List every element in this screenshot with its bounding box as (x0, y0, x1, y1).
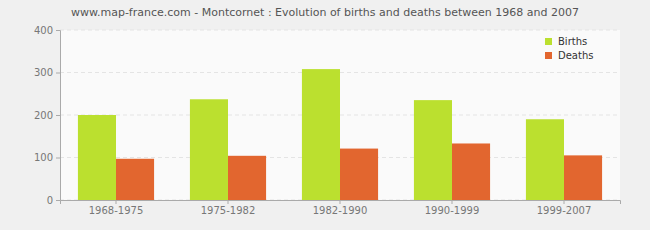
tick-label: 1982-1990 (313, 205, 368, 216)
bar (564, 155, 602, 200)
plot: 0 100 200 300 400 1968-1975 1975-1982 1982-1990… (34, 25, 621, 216)
y-axis: 0 100 200 300 400 (34, 25, 61, 206)
tick-mark (56, 158, 60, 159)
axis-line (61, 201, 621, 205)
tick: 300 (34, 67, 60, 78)
bars (78, 69, 602, 200)
tick-mark (56, 30, 60, 31)
bar (190, 99, 228, 200)
bar (116, 159, 154, 200)
tick: 1990-1999 (425, 200, 480, 216)
axis-line (56, 31, 61, 201)
tick-label: 0 (47, 195, 53, 206)
grid (60, 30, 620, 200)
tick: 400 (34, 25, 60, 36)
legend-label: Deaths (558, 50, 593, 61)
tick-mark (116, 200, 117, 204)
tick-label: 100 (34, 152, 53, 163)
tick-mark (56, 73, 60, 74)
tick-label: 1999-2007 (537, 205, 592, 216)
tick-mark (56, 115, 60, 116)
grid-line (60, 30, 620, 31)
tick: 100 (34, 152, 60, 163)
background (0, 0, 650, 230)
tick-label: 200 (34, 110, 53, 121)
legend-item: Deaths (545, 50, 593, 61)
x-axis: 1968-1975 1975-1982 1982-1990 1990-1999 1999… (61, 200, 621, 216)
legend: Births Deaths (545, 36, 593, 61)
tick: 0 (47, 195, 60, 206)
tick-label: 1968-1975 (89, 205, 144, 216)
tick-mark (564, 200, 565, 204)
tick: 1975-1982 (201, 200, 256, 216)
tick: 1968-1975 (89, 200, 144, 216)
plot-background (60, 30, 620, 200)
tick-mark (452, 200, 453, 204)
tick-label: 1990-1999 (425, 205, 480, 216)
tick-mark (228, 200, 229, 204)
bar (228, 156, 266, 200)
bar (340, 149, 378, 200)
legend-label: Births (558, 36, 587, 47)
legend-item: Births (545, 36, 587, 47)
tick: 200 (34, 110, 60, 121)
tick: 1982-1990 (313, 200, 368, 216)
bar (78, 115, 116, 200)
bar (414, 100, 452, 200)
bar (526, 119, 564, 200)
tick-mark (340, 200, 341, 204)
legend-swatch (545, 38, 552, 45)
title: www.map-france.com - Montcornet : Evolut… (71, 6, 579, 19)
bar (302, 69, 340, 200)
tick-label: 400 (34, 25, 53, 36)
bar (452, 143, 490, 200)
legend-swatch (545, 52, 552, 59)
chart: www.map-france.com - Montcornet : Evolut… (0, 0, 650, 230)
tick: 1999-2007 (537, 200, 592, 216)
tick-label: 300 (34, 67, 53, 78)
tick-label: 1975-1982 (201, 205, 256, 216)
tick-mark (56, 200, 60, 201)
